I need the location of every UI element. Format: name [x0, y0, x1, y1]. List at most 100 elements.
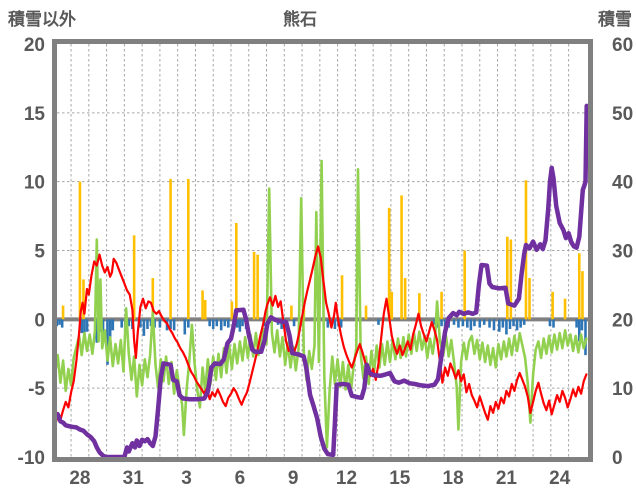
left-axis-ticks: 20 15 10 5 0 -5 -10	[18, 35, 46, 469]
blue-bar	[172, 319, 176, 331]
blue-bar	[488, 319, 491, 328]
y-axis-right-tick-label: 30	[612, 242, 633, 263]
blue-bar	[187, 319, 190, 328]
blue-bar	[280, 319, 283, 329]
blue-bar	[466, 319, 469, 328]
orange-bar	[252, 251, 256, 320]
orange-bar	[440, 291, 443, 320]
blue-bar	[452, 319, 456, 325]
blue-bar	[111, 319, 115, 331]
orange-bar	[577, 253, 581, 320]
x-axis-tick-label: 21	[496, 468, 518, 489]
blue-bar	[577, 319, 581, 342]
blue-bar	[580, 319, 584, 331]
blue-bar	[584, 319, 587, 356]
orange-bar	[390, 291, 394, 320]
blue-bar	[142, 319, 146, 336]
y-axis-left-tick-label: 10	[24, 173, 45, 194]
blue-bar	[292, 319, 296, 327]
orange-bar	[203, 300, 207, 320]
orange-bar	[78, 181, 82, 320]
orange-bar	[290, 305, 293, 320]
blue-bar	[223, 319, 227, 327]
blue-bar	[377, 319, 380, 325]
blue-bar	[492, 319, 496, 331]
blue-bar	[85, 319, 89, 332]
blue-bar	[219, 319, 223, 331]
x-axis-tick-label: 24	[549, 468, 571, 489]
orange-bar	[403, 278, 407, 320]
x-axis-tick-label: 31	[123, 468, 145, 489]
orange-bar	[528, 278, 531, 320]
orange-bar	[256, 254, 259, 320]
orange-bar	[463, 250, 466, 320]
blue-bar	[508, 319, 512, 329]
y-axis-right-tick-label: 0	[612, 448, 623, 469]
blue-bar	[127, 319, 131, 327]
blue-bar	[183, 319, 187, 335]
y-axis-right-tick-label: 50	[612, 104, 633, 125]
orange-bar	[169, 178, 172, 320]
blue-bar	[333, 319, 337, 329]
blue-bar	[433, 319, 436, 325]
y-axis-left-tick-label: 5	[34, 242, 45, 263]
blue-bar	[461, 319, 465, 327]
blue-bar	[478, 319, 482, 328]
blue-bar	[83, 319, 86, 335]
blue-bar	[108, 319, 112, 339]
y-axis-left-tick-label: 0	[34, 310, 45, 331]
y-axis-left-tick-label: -10	[18, 448, 45, 469]
blue-bar	[211, 319, 215, 329]
blue-bar	[552, 319, 555, 328]
data-marks	[56, 103, 589, 458]
orange-bar	[61, 305, 65, 320]
right-axis-ticks: 60 50 40 30 20 10 0	[612, 35, 633, 469]
blue-bar	[120, 319, 123, 328]
right-axis-title: 積雪	[598, 10, 632, 29]
orange-bar	[151, 278, 155, 320]
blue-bar	[326, 319, 330, 328]
blue-bar	[158, 319, 162, 328]
blue-bar	[238, 319, 242, 332]
x-axis-tick-label: 18	[443, 468, 464, 489]
blue-bar	[519, 319, 522, 328]
blue-bar	[505, 319, 508, 335]
blue-bar	[482, 319, 486, 325]
y-axis-right-tick-label: 60	[612, 35, 633, 56]
blue-bar	[498, 319, 501, 332]
y-axis-right-tick-label: 10	[612, 379, 633, 400]
orange-bar	[132, 235, 136, 320]
orange-bar	[230, 301, 234, 320]
y-axis-left-tick-label: -5	[28, 379, 45, 400]
red-line	[56, 245, 588, 426]
blue-bar	[575, 319, 578, 328]
blue-bar	[60, 319, 64, 328]
chart-title: 熊石	[283, 10, 317, 29]
blue-bar	[457, 319, 460, 328]
orange-bar	[235, 222, 238, 320]
blue-bar	[101, 319, 105, 334]
blue-bar	[208, 319, 211, 327]
orange-bars	[61, 178, 584, 320]
plot-border	[52, 39, 593, 462]
orange-bar	[201, 290, 204, 320]
y-axis-right-tick-label: 40	[612, 173, 633, 194]
blue-bar	[473, 319, 476, 327]
orange-bar	[509, 239, 513, 320]
blue-bar	[339, 319, 343, 328]
blue-bar	[548, 319, 552, 327]
blue-bar	[512, 319, 515, 327]
orange-bar	[187, 178, 190, 320]
blue-bar	[522, 319, 526, 325]
green-line	[56, 159, 588, 449]
blue-bar	[80, 319, 84, 334]
orange-bar	[340, 275, 344, 320]
blue-bar	[106, 319, 109, 365]
orange-bar	[82, 279, 85, 320]
x-axis-tick-label: 9	[288, 468, 299, 489]
left-axis-title: 積雪以外	[8, 10, 76, 29]
blue-bar	[235, 319, 239, 328]
blue-bar	[515, 319, 519, 331]
